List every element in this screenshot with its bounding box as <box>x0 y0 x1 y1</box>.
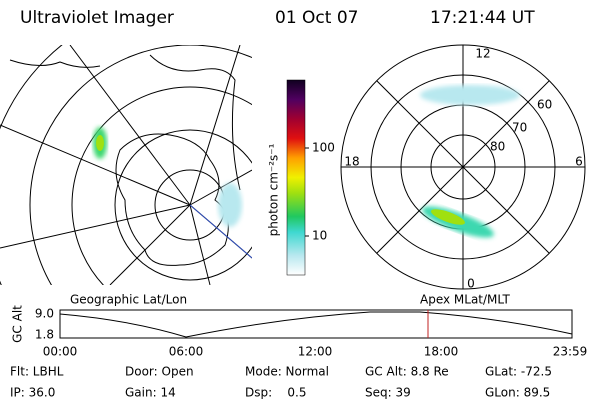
header: Ultraviolet Imager 01 Oct 07 17:21:44 UT <box>20 8 535 28</box>
axis-label: GC Alt <box>11 305 25 343</box>
info-field: GLat: -72.5 <box>485 365 552 379</box>
info-panel: Flt: LBHL Door: Open Mode: Normal GC Alt: 8… <box>10 365 552 400</box>
x-label: 12:00 <box>298 345 333 359</box>
info-field: Mode: Normal <box>245 365 329 379</box>
info-field: Door: Open <box>125 365 194 379</box>
colorbar-tick: 100 <box>312 141 335 155</box>
x-label: 18:00 <box>424 345 459 359</box>
mlt-label: 0 <box>467 277 475 291</box>
y-label: 1.8 <box>35 328 54 342</box>
info-field: Gain: 14 <box>125 386 176 400</box>
y-label: 9.0 <box>35 307 54 321</box>
info-field: GC Alt: 8.8 Re <box>365 365 449 379</box>
info-field: Seq: 39 <box>365 386 411 400</box>
info-field: Flt: LBHL <box>10 365 64 379</box>
lat-label: 80 <box>490 140 505 154</box>
date: 01 Oct 07 <box>275 8 358 28</box>
info-field: Dsp: 0.5 <box>245 386 307 400</box>
colorbar-label: photon cm⁻²s⁻¹ <box>267 143 281 236</box>
time: 17:21:44 UT <box>430 8 535 28</box>
mlt-label: 18 <box>344 155 359 169</box>
geographic-map <box>0 45 252 285</box>
mlt-label: 12 <box>475 47 490 61</box>
info-field: IP: 36.0 <box>10 386 55 400</box>
altitude-timeline: Geographic Lat/Lon Apex MLat/MLT GC Alt … <box>11 293 588 359</box>
right-label: Apex MLat/MLT <box>420 293 510 307</box>
polar-plot: 80 70 60 12 18 6 0 <box>340 44 586 291</box>
info-field: GLon: 89.5 <box>485 386 550 400</box>
x-label: 06:00 <box>169 345 204 359</box>
x-label: 23:59 <box>553 345 588 359</box>
lat-label: 70 <box>512 121 527 135</box>
x-label: 00:00 <box>43 345 78 359</box>
left-label: Geographic Lat/Lon <box>70 293 187 307</box>
colorbar-tick: 10 <box>312 229 327 243</box>
title: Ultraviolet Imager <box>20 8 174 28</box>
mlt-label: 6 <box>575 155 583 169</box>
lat-label: 60 <box>537 98 552 112</box>
colorbar: 100 10 photon cm⁻²s⁻¹ <box>267 79 335 276</box>
